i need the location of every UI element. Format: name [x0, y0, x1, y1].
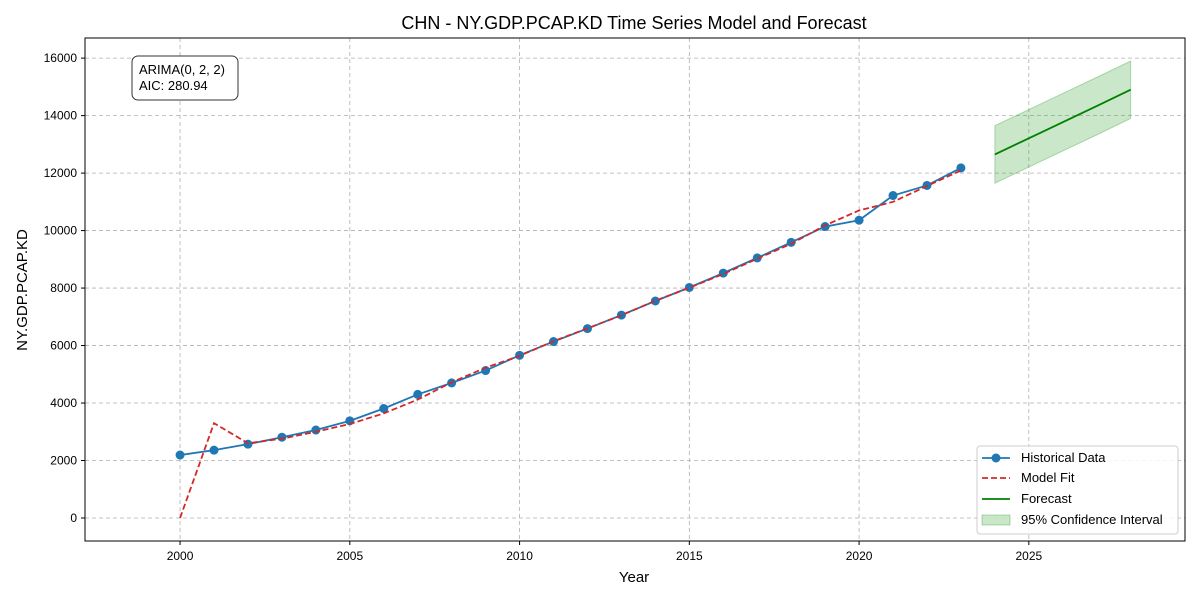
- y-tick-label: 6000: [50, 339, 77, 353]
- historical-data-point: [786, 237, 796, 247]
- x-tick-label: 2000: [167, 549, 194, 563]
- annotation-aic: AIC: 280.94: [139, 78, 208, 93]
- series-layer: [175, 88, 1132, 519]
- historical-data-point: [209, 445, 219, 455]
- historical-data-point: [413, 389, 423, 399]
- y-tick-label: 12000: [44, 166, 78, 180]
- y-tick-label: 10000: [44, 224, 78, 238]
- x-tick-label: 2010: [506, 549, 533, 563]
- legend-model-fit-label: Model Fit: [1021, 470, 1075, 485]
- historical-data-point: [311, 425, 321, 435]
- series-line-2: [994, 88, 1132, 156]
- historical-data-point: [956, 163, 966, 173]
- x-axis-title: Year: [619, 569, 649, 586]
- legend-historical-marker: [991, 453, 1001, 463]
- x-tick-label: 2020: [846, 549, 873, 563]
- x-axis: 2000 2005 2010 2015 2020 2025: [167, 541, 1042, 563]
- legend-box: [976, 445, 1179, 535]
- series-line-1: [179, 169, 962, 519]
- grid-layer: [85, 38, 1185, 541]
- y-tick-label: 14000: [44, 109, 78, 123]
- y-tick-label: 16000: [44, 51, 78, 65]
- x-tick-label: 2015: [676, 549, 703, 563]
- legend-historical-label: Historical Data: [1021, 450, 1106, 465]
- historical-data-point: [684, 282, 694, 292]
- historical-data-point: [888, 191, 898, 201]
- y-tick-label: 4000: [50, 396, 77, 410]
- y-axis: 0 2000 4000 6000 8000 10000 12000 14000 16000: [44, 51, 85, 525]
- historical-data-point: [175, 450, 185, 460]
- y-tick-label: 2000: [50, 454, 77, 468]
- historical-data-point: [820, 222, 830, 232]
- legend-confidence-label: 95% Confidence Interval: [1021, 512, 1163, 527]
- y-axis-title: NY.GDP.PCAP.KD: [14, 229, 31, 351]
- annotation-box: [131, 55, 239, 101]
- historical-data-point: [277, 432, 287, 442]
- y-tick-label: 8000: [50, 281, 77, 295]
- annotation-model-order: ARIMA(0, 2, 2): [139, 62, 225, 77]
- legend: Historical Data Model Fit Forecast 95% C…: [976, 445, 1179, 535]
- historical-data-point: [650, 296, 660, 306]
- historical-data-point: [854, 215, 864, 225]
- y-tick-label: 0: [70, 511, 77, 525]
- x-tick-label: 2005: [336, 549, 363, 563]
- historical-data-point: [379, 403, 389, 413]
- legend-confidence-swatch: [981, 514, 1011, 526]
- model-annotation: ARIMA(0, 2, 2) AIC: 280.94: [131, 55, 239, 101]
- plot-frame: [84, 37, 1186, 542]
- chart-title: CHN - NY.GDP.PCAP.KD Time Series Model a…: [401, 13, 866, 33]
- legend-forecast-label: Forecast: [1021, 491, 1072, 506]
- x-tick-label: 2025: [1015, 549, 1042, 563]
